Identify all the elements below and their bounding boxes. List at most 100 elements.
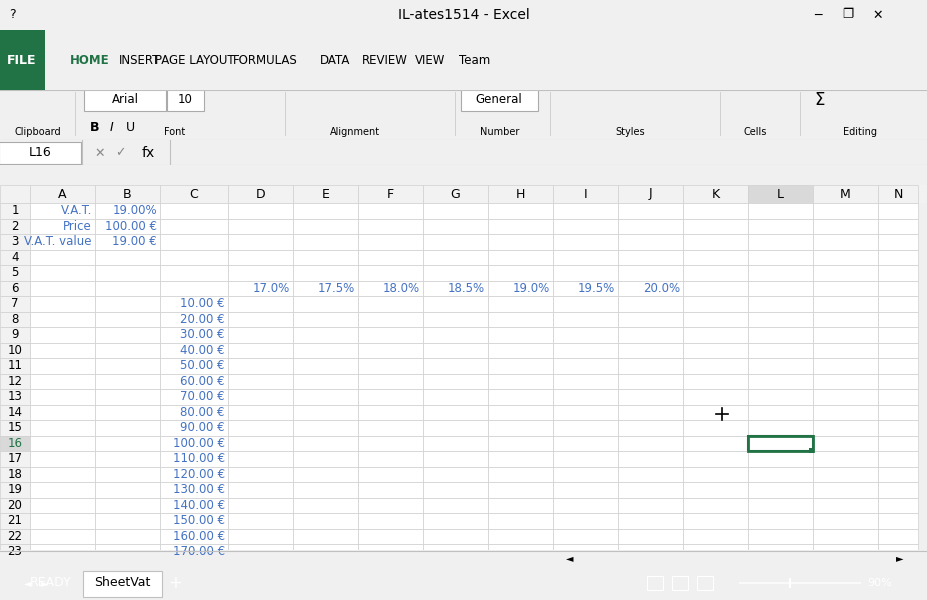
Bar bbox=[159, 234, 228, 250]
Bar bbox=[423, 529, 488, 544]
Bar bbox=[228, 513, 293, 529]
Text: 10.00 €: 10.00 € bbox=[180, 297, 224, 310]
Text: Styles: Styles bbox=[615, 127, 644, 137]
Bar bbox=[552, 311, 617, 327]
Bar bbox=[682, 358, 747, 373]
Bar bbox=[228, 373, 293, 389]
Bar bbox=[293, 343, 358, 358]
Bar bbox=[877, 218, 917, 234]
Text: 10: 10 bbox=[7, 344, 22, 357]
Bar bbox=[682, 185, 747, 203]
Text: 21: 21 bbox=[7, 514, 22, 527]
Bar bbox=[228, 544, 293, 559]
Bar bbox=[747, 467, 812, 482]
Bar bbox=[877, 203, 917, 218]
Bar bbox=[552, 203, 617, 218]
Bar bbox=[747, 373, 812, 389]
Bar bbox=[747, 497, 812, 513]
Text: L: L bbox=[776, 187, 783, 200]
Bar bbox=[30, 296, 95, 311]
Bar bbox=[682, 420, 747, 436]
Bar bbox=[358, 529, 423, 544]
Bar bbox=[228, 358, 293, 373]
Bar bbox=[358, 436, 423, 451]
Bar bbox=[95, 482, 159, 497]
Bar bbox=[552, 343, 617, 358]
Bar bbox=[682, 373, 747, 389]
Bar bbox=[293, 203, 358, 218]
FancyBboxPatch shape bbox=[83, 571, 162, 597]
Bar bbox=[30, 467, 95, 482]
Bar bbox=[30, 280, 95, 296]
Bar bbox=[747, 327, 812, 343]
Bar bbox=[159, 404, 228, 420]
Bar bbox=[812, 250, 877, 265]
Bar bbox=[358, 513, 423, 529]
Bar bbox=[0, 185, 927, 203]
Bar bbox=[159, 311, 228, 327]
Text: H: H bbox=[515, 187, 525, 200]
Bar bbox=[617, 203, 682, 218]
Bar bbox=[617, 327, 682, 343]
Bar bbox=[0, 436, 30, 451]
Text: 1: 1 bbox=[11, 204, 19, 217]
Bar bbox=[293, 513, 358, 529]
Text: A: A bbox=[58, 187, 67, 200]
Text: Arial: Arial bbox=[111, 94, 138, 106]
Bar bbox=[488, 544, 552, 559]
Bar bbox=[617, 185, 682, 203]
Bar bbox=[358, 265, 423, 280]
Text: ►: ► bbox=[41, 578, 49, 588]
Bar bbox=[228, 497, 293, 513]
Bar bbox=[95, 420, 159, 436]
Bar bbox=[682, 513, 747, 529]
Bar bbox=[95, 467, 159, 482]
Bar bbox=[682, 218, 747, 234]
Text: 18: 18 bbox=[7, 468, 22, 481]
Bar bbox=[877, 451, 917, 467]
Text: V.A.T. value: V.A.T. value bbox=[24, 235, 92, 248]
Bar bbox=[488, 327, 552, 343]
Bar bbox=[159, 529, 228, 544]
Bar bbox=[228, 280, 293, 296]
Bar bbox=[423, 327, 488, 343]
Bar bbox=[30, 529, 95, 544]
Bar bbox=[358, 389, 423, 404]
Bar bbox=[423, 389, 488, 404]
Bar bbox=[159, 343, 228, 358]
Bar bbox=[228, 529, 293, 544]
Bar bbox=[159, 451, 228, 467]
Text: 18.5%: 18.5% bbox=[448, 282, 485, 295]
Bar bbox=[488, 185, 552, 203]
Bar bbox=[159, 420, 228, 436]
Bar bbox=[0, 373, 30, 389]
Bar bbox=[293, 218, 358, 234]
Bar bbox=[228, 451, 293, 467]
Text: VIEW: VIEW bbox=[414, 53, 445, 67]
Bar bbox=[552, 373, 617, 389]
Bar bbox=[552, 265, 617, 280]
Bar bbox=[293, 404, 358, 420]
Text: M: M bbox=[839, 187, 850, 200]
Bar bbox=[358, 451, 423, 467]
Bar bbox=[671, 576, 687, 590]
Bar bbox=[646, 576, 662, 590]
Text: 50.00 €: 50.00 € bbox=[181, 359, 224, 372]
Bar bbox=[358, 420, 423, 436]
Bar bbox=[696, 576, 712, 590]
Bar bbox=[682, 529, 747, 544]
Text: 100.00 €: 100.00 € bbox=[105, 220, 157, 233]
Text: 20.0%: 20.0% bbox=[642, 282, 679, 295]
Text: 140.00 €: 140.00 € bbox=[172, 499, 224, 512]
Bar bbox=[617, 513, 682, 529]
Text: INSERT: INSERT bbox=[120, 53, 160, 67]
Bar bbox=[812, 296, 877, 311]
Text: 3: 3 bbox=[11, 235, 19, 248]
Bar bbox=[358, 404, 423, 420]
Bar bbox=[617, 451, 682, 467]
Bar bbox=[293, 358, 358, 373]
Text: L16: L16 bbox=[29, 146, 51, 160]
Bar bbox=[552, 513, 617, 529]
Bar bbox=[30, 358, 95, 373]
Bar bbox=[552, 436, 617, 451]
